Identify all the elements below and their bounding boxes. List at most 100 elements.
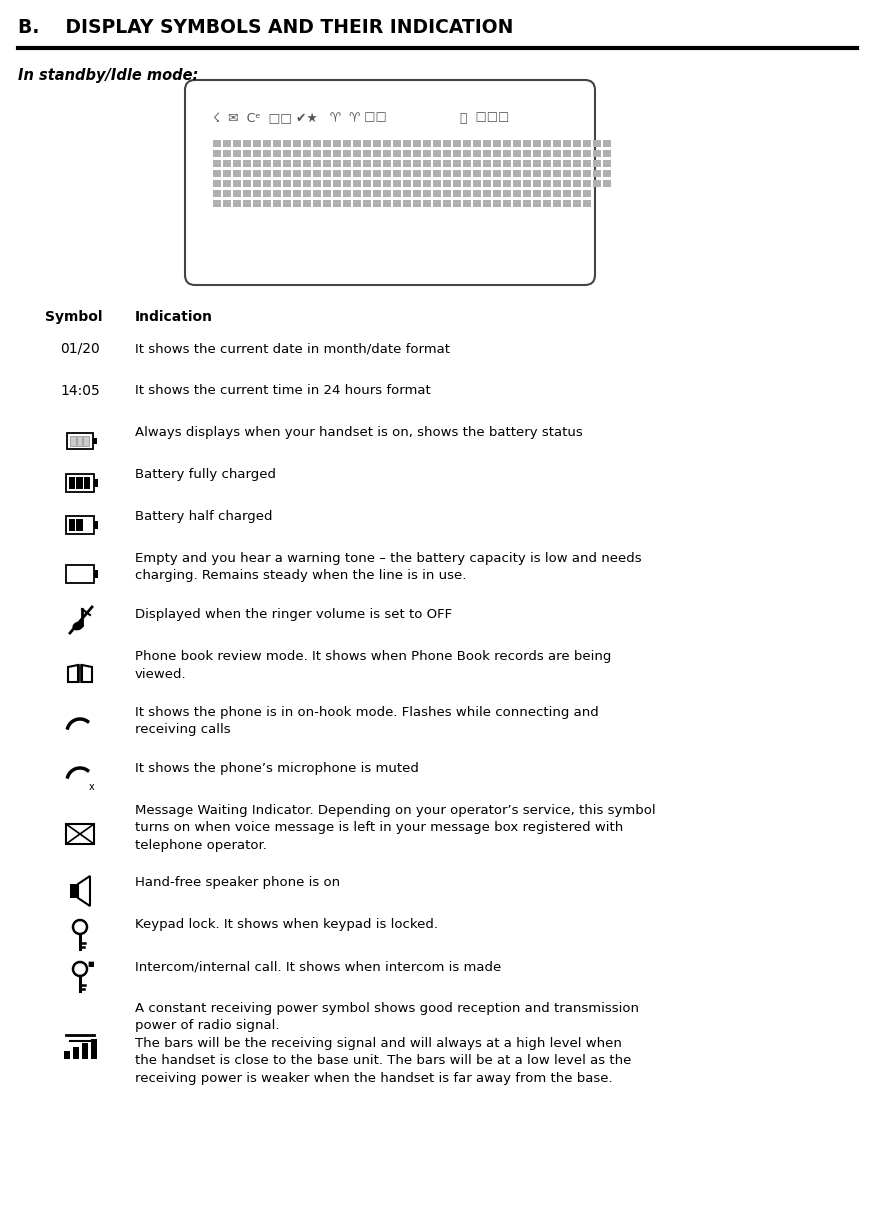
Bar [77,436,82,446]
Bar [303,190,311,197]
Bar [543,160,551,166]
Bar [91,1039,97,1059]
Bar [66,824,94,845]
Bar [263,180,271,187]
Bar [543,180,551,187]
Bar [343,151,351,157]
Bar [393,160,401,166]
Bar [353,200,361,207]
Bar [533,200,541,207]
Bar [66,565,94,583]
Bar [493,190,501,197]
Bar [513,180,521,187]
Bar [393,140,401,147]
Bar [283,170,291,177]
Bar [393,190,401,197]
Bar [503,190,511,197]
Bar [243,140,251,147]
Bar [373,190,381,197]
Bar [543,190,551,197]
Bar [533,180,541,187]
Bar [473,151,481,157]
Text: Battery half charged: Battery half charged [135,510,272,523]
Bar [253,200,261,207]
Bar [513,190,521,197]
Bar [443,170,451,177]
Bar [463,170,471,177]
Bar [603,140,611,147]
Bar [493,140,501,147]
Bar [443,190,451,197]
Bar [433,170,441,177]
Bar [223,180,231,187]
Bar [483,190,491,197]
Bar [463,180,471,187]
Bar [583,140,591,147]
Bar [453,160,461,166]
Bar [483,170,491,177]
Bar [403,190,411,197]
Bar [273,140,281,147]
Bar [84,477,90,490]
Bar [223,190,231,197]
Bar [343,160,351,166]
Bar [363,200,371,207]
Bar [493,180,501,187]
Text: Displayed when the ringer volume is set to OFF: Displayed when the ringer volume is set … [135,608,452,621]
Bar [403,151,411,157]
Bar [503,170,511,177]
Bar [223,200,231,207]
Bar [503,180,511,187]
Bar [283,180,291,187]
Bar [473,170,481,177]
Bar [483,160,491,166]
Bar [213,140,221,147]
Bar [443,160,451,166]
Bar [213,180,221,187]
Bar [363,190,371,197]
Bar [553,200,561,207]
Bar [523,180,531,187]
Bar [283,140,291,147]
Bar [483,180,491,187]
Bar [513,170,521,177]
Bar [403,180,411,187]
Bar [363,140,371,147]
Bar [223,151,231,157]
FancyBboxPatch shape [185,80,595,285]
Bar [483,151,491,157]
Bar [543,151,551,157]
Text: x: x [89,782,94,792]
Bar [94,480,98,487]
Bar [463,140,471,147]
Text: In standby/Idle mode:: In standby/Idle mode: [18,69,199,83]
Bar [253,190,261,197]
Bar [503,140,511,147]
Bar [283,160,291,166]
Bar [263,160,271,166]
Text: ⚿  ☐☐☐: ⚿ ☐☐☐ [460,113,509,125]
Bar [213,190,221,197]
Bar [383,170,391,177]
Bar [543,200,551,207]
Bar [403,160,411,166]
Bar [233,160,241,166]
Text: Battery fully charged: Battery fully charged [135,468,276,481]
Text: It shows the current date in month/date format: It shows the current date in month/date … [135,341,450,355]
Bar [533,170,541,177]
Bar [253,140,261,147]
Bar [453,170,461,177]
Text: Hand-free speaker phone is on: Hand-free speaker phone is on [135,876,340,889]
Bar [243,151,251,157]
Bar [373,180,381,187]
Bar [303,151,311,157]
Bar [413,160,421,166]
Bar [593,140,601,147]
Bar [393,200,401,207]
Bar [283,151,291,157]
Bar [583,180,591,187]
Bar [293,200,301,207]
Bar [273,200,281,207]
Bar [553,180,561,187]
Text: ☇  ✉  Cᵉ  □□ ✔★   ♈  ♈ ☐☐: ☇ ✉ Cᵉ □□ ✔★ ♈ ♈ ☐☐ [213,113,387,125]
